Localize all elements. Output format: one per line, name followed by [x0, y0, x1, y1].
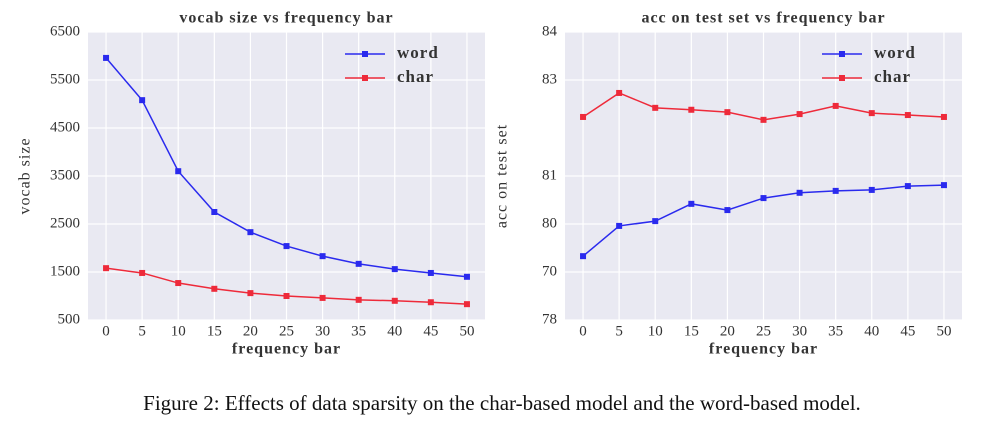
data-point [211, 285, 218, 292]
legend-swatch-marker [839, 51, 845, 57]
data-point [463, 301, 470, 308]
legend-label: word [397, 43, 439, 62]
data-point [796, 189, 803, 196]
legend-label: word [874, 43, 916, 62]
x-tick-label: 20 [720, 323, 735, 339]
data-point [427, 269, 434, 276]
data-point [616, 222, 623, 229]
x-tick-label: 40 [387, 323, 402, 339]
x-tick-label: 10 [171, 323, 186, 339]
y-tick-label: 500 [58, 311, 81, 327]
y-tick-label: 83 [542, 71, 557, 87]
data-point [832, 102, 839, 109]
y-tick-label: 2500 [50, 215, 80, 231]
y-tick-label: 3500 [50, 167, 80, 183]
data-point [940, 113, 947, 120]
y-axis-label: acc on test set [494, 124, 511, 228]
data-point [355, 296, 362, 303]
y-axis-label: vocab size [17, 137, 34, 214]
data-point [103, 265, 110, 272]
x-tick-label: 30 [315, 323, 330, 339]
legend-label: char [397, 67, 434, 86]
x-tick-label: 10 [648, 323, 663, 339]
data-point [832, 187, 839, 194]
data-point [904, 112, 911, 119]
x-tick-label: 45 [423, 323, 438, 339]
y-tick-label: 81 [542, 167, 557, 183]
data-point [868, 186, 875, 193]
legend-swatch-marker [362, 75, 368, 81]
data-point [283, 243, 290, 250]
data-point [760, 116, 767, 123]
y-tick-label: 78 [542, 311, 557, 327]
data-point [427, 299, 434, 306]
y-tick-label: 80 [542, 215, 557, 231]
data-point [724, 207, 731, 214]
legend-label: char [874, 67, 911, 86]
data-point [580, 113, 587, 120]
data-point [103, 54, 110, 61]
data-point [463, 273, 470, 280]
x-tick-label: 25 [279, 323, 294, 339]
x-tick-label: 25 [756, 323, 771, 339]
data-point [616, 89, 623, 96]
data-point [139, 97, 146, 104]
data-point [211, 209, 218, 215]
x-tick-label: 0 [579, 323, 587, 339]
chart-title: acc on test set vs frequency bar [641, 10, 885, 27]
data-point [319, 253, 326, 260]
x-tick-label: 40 [864, 323, 879, 339]
chart-title: vocab size vs frequency bar [179, 10, 393, 27]
data-point [580, 253, 587, 260]
x-axis-label: frequency bar [709, 341, 818, 358]
data-point [391, 266, 398, 273]
caption: Figure 2: Effects of data sparsity on th… [143, 391, 861, 415]
x-tick-label: 35 [351, 323, 366, 339]
x-axis-label: frequency bar [232, 341, 341, 358]
y-tick-label: 5500 [50, 71, 80, 87]
data-point [283, 293, 290, 299]
x-tick-label: 5 [615, 323, 623, 339]
x-tick-label: 0 [102, 323, 110, 339]
data-point [391, 297, 398, 304]
data-point [247, 229, 254, 236]
data-point [247, 290, 254, 297]
y-tick-label: 6500 [50, 23, 80, 39]
data-point [652, 218, 659, 225]
data-point [139, 269, 146, 276]
y-tick-label: 4500 [50, 119, 80, 135]
x-tick-label: 35 [828, 323, 843, 339]
y-tick-label: 84 [542, 23, 558, 39]
legend-swatch-marker [362, 51, 368, 57]
data-point [175, 280, 182, 287]
data-point [319, 294, 326, 301]
data-point [724, 109, 731, 116]
data-point [940, 182, 947, 189]
data-point [904, 183, 911, 190]
data-point [688, 106, 695, 113]
legend-swatch-marker [839, 75, 845, 81]
data-point [652, 104, 659, 111]
data-point [760, 195, 767, 202]
data-point [175, 168, 182, 175]
x-tick-label: 5 [138, 323, 146, 339]
x-tick-label: 45 [900, 323, 915, 339]
data-point [355, 260, 362, 267]
x-tick-label: 50 [936, 323, 951, 339]
data-point [688, 200, 695, 207]
x-tick-label: 15 [207, 323, 222, 339]
x-tick-label: 15 [684, 323, 699, 339]
x-tick-label: 50 [459, 323, 474, 339]
x-tick-label: 20 [243, 323, 258, 339]
data-point [796, 111, 803, 118]
data-point [868, 110, 875, 117]
y-tick-label: 70 [542, 263, 557, 279]
x-tick-label: 30 [792, 323, 807, 339]
y-tick-label: 1500 [50, 263, 80, 279]
